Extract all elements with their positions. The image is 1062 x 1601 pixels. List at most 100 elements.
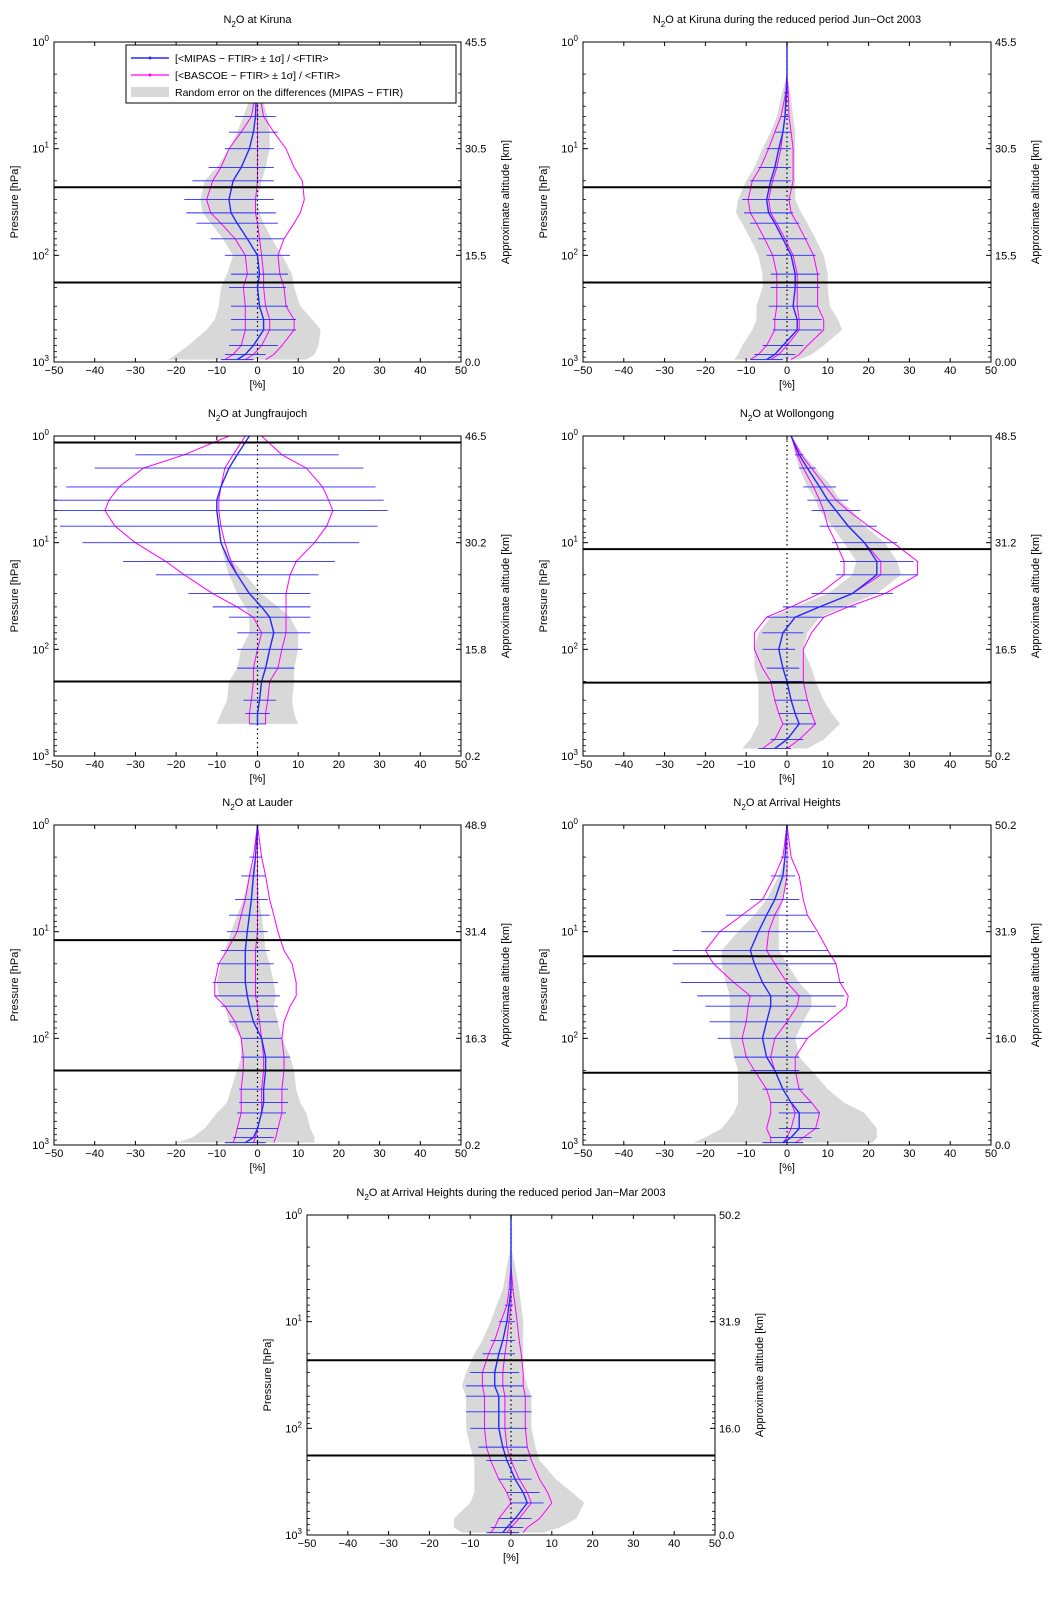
y-tick-exponent: 2 bbox=[45, 641, 50, 650]
x-tick-label: −20 bbox=[696, 1148, 715, 1160]
y-tick-exponent: 3 bbox=[45, 354, 50, 363]
y-tick-base: 10 bbox=[32, 250, 44, 262]
x-axis-label: [%] bbox=[779, 1162, 795, 1174]
legend-bascoe-marker bbox=[148, 73, 152, 77]
y-tick-label: 101 bbox=[32, 535, 49, 550]
chart-panel-6: −50 −40 −30 −20 −10 0 10 20 30 40 50[%]10010110210… bbox=[538, 797, 1042, 1174]
legend-box bbox=[125, 44, 457, 104]
plot-area bbox=[54, 42, 461, 362]
x-tick-label: 0 bbox=[508, 1538, 514, 1550]
right-axis-label: Approximate altitude [km] bbox=[1030, 534, 1042, 658]
y-axis-label: Pressure [hPa] bbox=[538, 166, 550, 239]
x-tick-label: 50 bbox=[455, 759, 467, 771]
y-tick-base: 10 bbox=[561, 538, 573, 550]
x-tick-label: −20 bbox=[167, 365, 186, 377]
chart-title: N2O at Kiruna bbox=[223, 14, 292, 29]
title-rest: O at Kiruna during the reduced period Ju… bbox=[665, 14, 921, 26]
x-tick-label: −10 bbox=[737, 759, 756, 771]
y-tick-exponent: 2 bbox=[574, 641, 579, 650]
y-tick-base: 10 bbox=[32, 1033, 44, 1045]
x-tick-label: −10 bbox=[207, 759, 226, 771]
x-tick-label: −10 bbox=[207, 1148, 226, 1160]
x-tick-label: −20 bbox=[167, 759, 186, 771]
y-tick-exponent: 1 bbox=[574, 924, 579, 933]
x-tick-label: −50 bbox=[574, 759, 593, 771]
right-tick-label: 31.2 bbox=[995, 538, 1016, 550]
x-tick-label: 50 bbox=[455, 1148, 467, 1160]
x-tick-label: −20 bbox=[167, 1148, 186, 1160]
y-tick-base: 10 bbox=[285, 1317, 297, 1329]
right-tick-label: 0.0 bbox=[995, 1140, 1010, 1152]
y-tick-base: 10 bbox=[285, 1423, 297, 1435]
y-tick-label: 101 bbox=[561, 924, 578, 939]
x-tick-label: 0 bbox=[254, 365, 260, 377]
y-tick-label: 103 bbox=[561, 748, 578, 763]
x-tick-label: 20 bbox=[586, 1538, 598, 1550]
chart-panel-1: −50 −40 −30 −20 −10 0 10 20 30 40 50[%]10010110210… bbox=[9, 14, 512, 391]
x-tick-label: 40 bbox=[944, 365, 956, 377]
x-tick-label: 30 bbox=[903, 1148, 915, 1160]
legend-mipas-label: [<MIPAS − FTIR> ± 1σ] / <FTIR> bbox=[175, 53, 329, 65]
right-tick-label: 48.5 bbox=[995, 431, 1016, 443]
right-tick-label: 30.5 bbox=[995, 144, 1016, 156]
x-tick-label: 0 bbox=[254, 1148, 260, 1160]
x-tick-label: 10 bbox=[292, 759, 304, 771]
x-tick-label: 0 bbox=[784, 759, 790, 771]
bascoe-upper-line bbox=[257, 825, 297, 1143]
random-error-band bbox=[453, 1215, 585, 1533]
legend: [<MIPAS − FTIR> ± 1σ] / <FTIR> [<BASCOE −… bbox=[125, 44, 457, 104]
legend-mipas-marker bbox=[148, 56, 152, 60]
y-tick-base: 10 bbox=[32, 144, 44, 156]
y-tick-label: 102 bbox=[32, 247, 49, 262]
x-axis-label: [%] bbox=[250, 379, 266, 391]
chart-title: N2O at Kiruna during the reduced period … bbox=[653, 14, 921, 29]
x-tick-label: 10 bbox=[292, 365, 304, 377]
chart-title: N2O at Jungfraujoch bbox=[208, 408, 307, 423]
y-axis-label: Pressure [hPa] bbox=[262, 1339, 274, 1412]
title-main: N bbox=[223, 14, 231, 26]
y-tick-exponent: 0 bbox=[45, 34, 50, 43]
x-tick-label: 10 bbox=[822, 365, 834, 377]
y-tick-label: 101 bbox=[32, 141, 49, 156]
y-tick-exponent: 1 bbox=[45, 535, 50, 544]
right-tick-label: 0.0 bbox=[719, 1530, 734, 1542]
x-tick-label: 50 bbox=[455, 365, 467, 377]
x-tick-label: 10 bbox=[822, 1148, 834, 1160]
y-tick-label: 102 bbox=[285, 1420, 302, 1435]
title-main: N bbox=[740, 408, 748, 420]
y-tick-label: 100 bbox=[285, 1207, 302, 1222]
y-tick-base: 10 bbox=[32, 431, 44, 443]
y-tick-exponent: 0 bbox=[574, 34, 579, 43]
x-tick-label: −40 bbox=[614, 365, 633, 377]
y-tick-label: 100 bbox=[32, 428, 49, 443]
x-tick-label: −10 bbox=[737, 1148, 756, 1160]
x-tick-label: 50 bbox=[985, 759, 997, 771]
right-tick-label: 31.9 bbox=[995, 927, 1016, 939]
right-axis-label: Approximate altitude [km] bbox=[500, 140, 512, 264]
x-tick-label: −10 bbox=[207, 365, 226, 377]
random-error-band bbox=[742, 436, 902, 749]
y-tick-base: 10 bbox=[561, 1033, 573, 1045]
y-tick-exponent: 3 bbox=[574, 1137, 579, 1146]
x-tick-label: −50 bbox=[45, 1148, 64, 1160]
right-tick-label: 16.3 bbox=[465, 1033, 486, 1045]
x-tick-label: −20 bbox=[696, 759, 715, 771]
x-tick-label: −30 bbox=[126, 759, 145, 771]
y-tick-label: 100 bbox=[32, 817, 49, 832]
random-error-band bbox=[734, 42, 843, 360]
right-tick-label: 30.2 bbox=[465, 538, 486, 550]
y-tick-exponent: 3 bbox=[574, 748, 579, 757]
y-tick-base: 10 bbox=[32, 751, 44, 763]
y-tick-exponent: 0 bbox=[45, 428, 50, 437]
bascoe-upper-line bbox=[786, 825, 849, 1144]
y-tick-exponent: 2 bbox=[574, 1030, 579, 1039]
title-main: N bbox=[356, 1187, 364, 1199]
right-tick-label: 45.5 bbox=[465, 37, 486, 49]
right-axis-label: Approximate altitude [km] bbox=[1030, 923, 1042, 1047]
y-tick-base: 10 bbox=[561, 1140, 573, 1152]
legend-random-swatch bbox=[131, 87, 169, 97]
x-tick-label: −30 bbox=[655, 365, 674, 377]
y-tick-label: 103 bbox=[32, 748, 49, 763]
y-tick-label: 101 bbox=[561, 535, 578, 550]
mipas-mean-line bbox=[216, 436, 275, 724]
